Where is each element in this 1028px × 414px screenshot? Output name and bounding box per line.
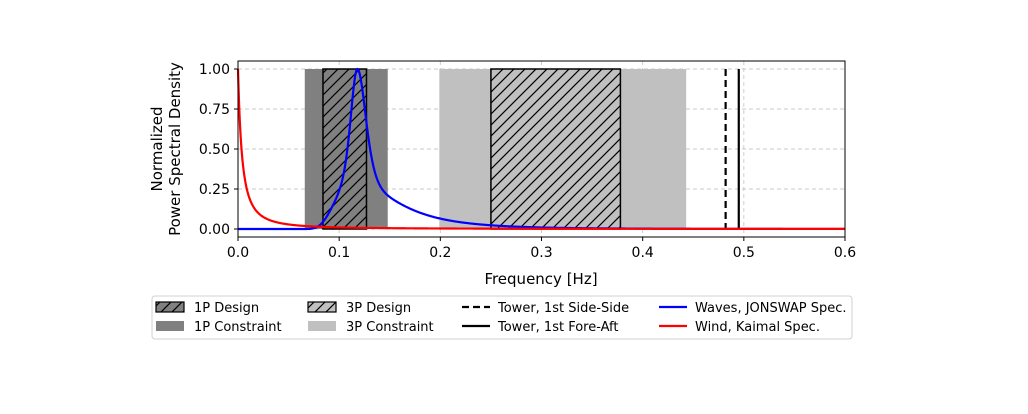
y-tick-label: 0.25: [199, 182, 230, 198]
x-axis-label: Frequency [Hz]: [484, 270, 597, 288]
legend-item: Waves, JONSWAP Spec.: [659, 301, 847, 316]
legend-label: 3P Design: [346, 301, 411, 316]
legend-item: 3P Design: [307, 301, 411, 316]
band-hatch: [490, 68, 622, 230]
y-tick-label: 0.00: [199, 222, 230, 238]
x-tick-label: 0.4: [632, 245, 654, 261]
band-hatch: [322, 68, 368, 230]
y-tick-label: 1.00: [199, 62, 230, 78]
series-kaimal: [236, 68, 845, 231]
x-tick-label: 0.6: [834, 245, 856, 261]
legend-label: 1P Design: [194, 301, 259, 316]
legend-item: 3P Constraint: [308, 320, 434, 335]
x-tick-label: 0.5: [733, 245, 755, 261]
legend-item: Wind, Kaimal Spec.: [659, 320, 820, 335]
legend-label: 1P Constraint: [194, 320, 282, 335]
legend-item: Tower, 1st Fore-Aft: [462, 320, 619, 335]
y-tick-label: 0.50: [199, 142, 230, 158]
legend-swatch: [308, 321, 336, 331]
legend-label: Waves, JONSWAP Spec.: [695, 301, 847, 316]
x-tick-label: 0.1: [328, 245, 350, 261]
x-tick-label: 0.0: [227, 245, 249, 261]
legend-item: Tower, 1st Side-Side: [462, 301, 629, 316]
legend-label: Tower, 1st Side-Side: [497, 301, 629, 316]
y-tick-label: 0.75: [199, 102, 230, 118]
y-axis-label-line2: Power Spectral Density: [166, 62, 184, 236]
legend-swatch-hatch: [307, 301, 337, 313]
legend-label: Wind, Kaimal Spec.: [695, 320, 820, 335]
legend: 1P Design 1P Constraint 3P Design 3P Constr…: [151, 295, 853, 340]
x-tick-label: 0.3: [530, 245, 552, 261]
y-axis-label-line1: Normalized: [148, 106, 166, 191]
legend-item: 1P Constraint: [156, 320, 282, 335]
legend-item: 1P Design: [155, 301, 259, 316]
x-tick-label: 0.2: [429, 245, 451, 261]
legend-swatch-hatch: [155, 301, 185, 313]
plot-area: 0.0 0.1 0.2 0.3 0.4 0.5 0.6 0.00 0.25 0.50 0.75 1.0…: [199, 60, 856, 261]
legend-swatch: [156, 321, 184, 331]
legend-label: Tower, 1st Fore-Aft: [497, 320, 619, 335]
legend-label: 3P Constraint: [346, 320, 434, 335]
